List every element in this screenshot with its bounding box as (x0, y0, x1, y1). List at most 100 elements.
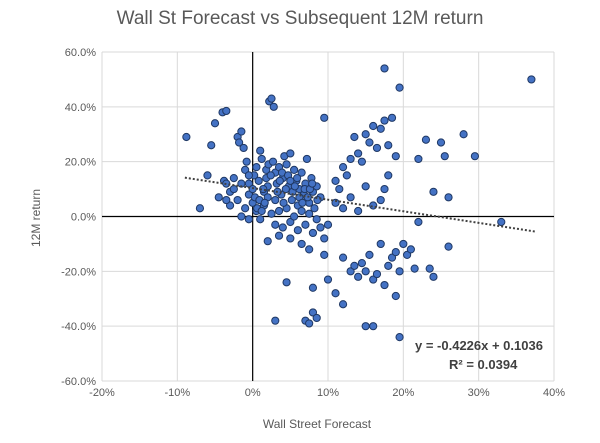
data-point (312, 215, 321, 224)
data-point (425, 264, 434, 273)
data-point (252, 163, 261, 172)
data-point (229, 174, 238, 183)
data-point (297, 168, 306, 177)
data-point (354, 149, 363, 158)
data-point (308, 228, 318, 238)
data-point (305, 209, 314, 218)
data-point (470, 152, 479, 161)
data-point (527, 75, 536, 84)
data-point (257, 154, 266, 164)
x-tick-label: 20% (392, 387, 414, 399)
data-point (214, 193, 223, 202)
data-point (376, 195, 385, 205)
y-tick-label: -40.0% (61, 321, 96, 333)
data-point (380, 280, 389, 290)
data-point (302, 154, 312, 164)
data-point (354, 206, 363, 216)
data-point (323, 275, 333, 284)
data-point (278, 223, 287, 232)
data-point (244, 215, 253, 224)
data-point (286, 217, 295, 227)
data-point (391, 248, 400, 257)
data-point (254, 176, 263, 185)
data-point (395, 267, 404, 276)
data-point (335, 184, 344, 194)
data-point (361, 267, 370, 276)
data-point (350, 132, 359, 142)
data-point (320, 113, 329, 122)
data-point (260, 198, 269, 207)
data-point (290, 182, 299, 191)
data-point (267, 94, 276, 103)
data-point (365, 250, 374, 259)
data-point (257, 206, 266, 216)
data-point (310, 204, 319, 213)
data-point (380, 184, 389, 194)
data-point (429, 272, 438, 281)
data-point (414, 154, 423, 164)
data-point (338, 253, 348, 262)
data-point (440, 152, 449, 161)
data-point (290, 165, 299, 174)
data-point (403, 250, 412, 259)
data-point (256, 146, 265, 155)
data-point (274, 231, 284, 240)
data-point (338, 300, 348, 309)
data-point (222, 106, 231, 116)
data-point (266, 171, 275, 180)
data-point (361, 130, 370, 139)
data-point (308, 308, 318, 317)
data-point (391, 152, 400, 161)
y-tick-label: 0.0% (71, 212, 96, 224)
data-point (274, 206, 284, 216)
trendline-line (184, 176, 536, 233)
data-point (361, 322, 370, 331)
data-point (331, 289, 340, 298)
trendline-equation: y = -0.4226x + 0.1036 (415, 338, 543, 353)
data-point (384, 141, 393, 150)
data-point (267, 209, 276, 218)
data-point (256, 215, 265, 224)
data-point (429, 187, 438, 196)
data-point (244, 171, 253, 180)
data-point (269, 102, 278, 111)
data-point (331, 176, 340, 185)
data-point (342, 171, 351, 180)
x-tick-label: 0% (245, 387, 261, 399)
data-point (369, 322, 378, 331)
data-point (275, 176, 284, 185)
data-point (233, 195, 242, 205)
data-point (241, 204, 250, 213)
data-point (395, 333, 404, 342)
data-point (279, 198, 288, 207)
data-point (210, 119, 220, 128)
data-point (346, 154, 355, 164)
data-point (237, 127, 246, 136)
data-point (203, 171, 212, 180)
data-point (436, 138, 446, 147)
data-point (298, 198, 307, 207)
data-point (286, 176, 295, 185)
x-tick-label: 10% (317, 387, 339, 399)
data-point (282, 160, 291, 169)
y-tick-label: 40.0% (65, 102, 96, 114)
data-point (497, 217, 506, 227)
data-point (235, 138, 244, 147)
data-point (406, 245, 415, 254)
data-point (271, 220, 280, 229)
data-point (346, 267, 355, 276)
data-point (195, 204, 205, 213)
data-point (207, 141, 216, 150)
x-tick-label: -20% (89, 387, 115, 399)
data-point (293, 174, 302, 183)
y-axis-label: 12M return (29, 189, 43, 247)
trendline-r-squared: R² = 0.0394 (449, 357, 518, 372)
data-point (271, 316, 280, 325)
data-point (372, 269, 382, 279)
data-point (222, 195, 231, 205)
y-tick-label: 20.0% (65, 157, 96, 169)
data-point (263, 237, 272, 246)
x-tick-label: 30% (468, 387, 490, 399)
x-tick-label: 40% (543, 387, 565, 399)
data-point (237, 212, 246, 221)
